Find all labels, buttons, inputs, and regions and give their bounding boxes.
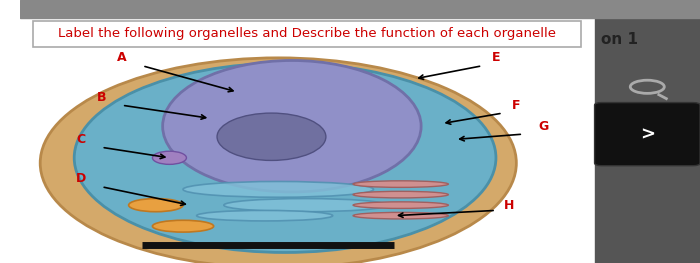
Ellipse shape [129,199,183,212]
Text: B: B [97,91,106,104]
Text: D: D [76,172,86,185]
Ellipse shape [353,181,448,187]
Ellipse shape [217,113,326,160]
Ellipse shape [183,181,374,197]
Text: C: C [76,133,85,146]
Text: E: E [491,51,500,64]
Circle shape [153,151,186,164]
Ellipse shape [153,220,214,232]
FancyBboxPatch shape [594,103,700,166]
Text: G: G [538,120,549,133]
Bar [20,0,700,18]
Ellipse shape [162,60,421,192]
Text: F: F [512,99,521,112]
Text: H: H [505,199,514,212]
Bar [594,0,700,263]
Ellipse shape [224,199,387,212]
Bar [20,18,594,263]
Text: >: > [640,125,655,143]
Ellipse shape [74,63,496,252]
Ellipse shape [353,213,448,219]
Bar [34,21,581,47]
Ellipse shape [353,202,448,208]
Ellipse shape [40,58,517,263]
Text: on 1: on 1 [601,32,638,47]
Text: A: A [117,51,127,64]
Ellipse shape [197,210,332,221]
Ellipse shape [353,191,448,198]
Text: Label the following organelles and Describe the function of each organelle: Label the following organelles and Descr… [58,27,556,40]
